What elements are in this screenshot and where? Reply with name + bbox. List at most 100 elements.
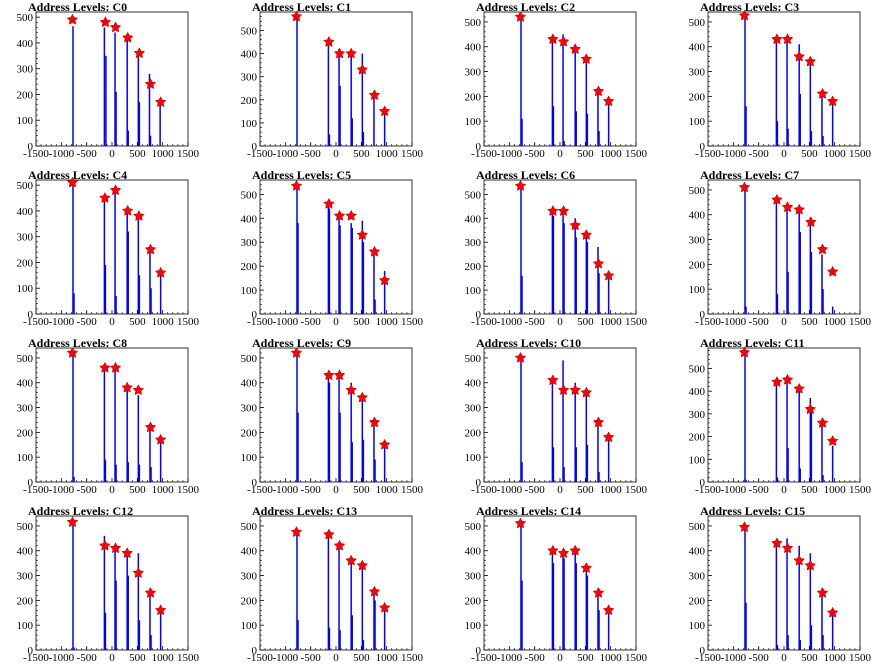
peak-star-marker-3 [345,384,357,396]
x-tick-label-4: 500 [577,148,594,160]
histogram-bar-5 [115,295,117,314]
histogram-bar-1 [745,106,747,146]
peak-star-marker-5 [816,586,829,598]
peak-star-marker-6 [378,438,391,450]
plot-frame [707,515,861,651]
histogram-bar-12 [159,437,162,482]
y-tick-label-2: 200 [17,427,34,439]
x-tick-label-0: -1500 [23,148,49,160]
y-tick-label-3: 300 [17,64,34,76]
histogram-bar-1 [521,580,523,650]
peak-star-marker-1 [771,193,783,205]
peak-star-marker-2 [781,373,794,385]
histogram-bar-4 [562,34,564,146]
peak-star-marker-3 [569,384,581,396]
histogram-bar-10 [821,425,823,482]
x-tick-label-2: -500 [77,316,98,328]
histogram-bar-5 [563,467,565,482]
x-tick-label-5: 1000 [824,148,847,160]
x-tick-label-3: 0 [109,148,115,160]
histogram-bar-3 [552,563,555,650]
x-tick-label-4: 500 [801,316,818,328]
histogram-bar-5 [115,580,117,650]
histogram-bar-4 [562,553,564,650]
x-tick-label-5: 1000 [376,316,399,328]
peak-star-marker-2 [781,201,794,213]
histogram-bar-2 [551,382,554,482]
peak-star-marker-3 [793,382,805,394]
histogram-bar-3 [776,477,779,482]
histogram-panel-11: Address Levels: C11 0 100 200 300 400 500 -1500… [689,336,872,496]
histogram-bar-3 [338,48,340,146]
x-tick-label-2: -500 [525,148,546,160]
x-tick-label-6: 1500 [625,652,648,664]
histogram-bar-3 [776,294,779,314]
histogram-panel-9: Address Levels: C90100200300400500-1500-… [241,336,424,496]
y-tick-label-2: 200 [465,91,482,103]
x-tick-label-4: 500 [353,484,370,496]
histogram-bar-3 [114,32,116,147]
peak-star-marker-5 [368,416,381,428]
y-tick-label-2: 200 [465,595,482,607]
y-tick-label-2: 200 [17,595,34,607]
plot-frame [707,11,861,147]
histogram-bar-1 [521,462,523,482]
peak-star-marker-4 [804,55,817,67]
histogram-bar-1 [745,479,747,482]
histogram-bar-8 [362,132,365,146]
y-tick-label-5: 500 [17,180,34,192]
plot-frame [483,347,637,483]
chart-title: Address Levels: C9 [252,336,351,350]
peak-star-marker-0 [738,521,751,533]
y-tick-label-3: 300 [465,67,482,79]
histogram-panel-15: Address Levels: C15 0 100 200 300 400 500 -1500… [689,504,872,664]
y-tick-label-0: 0 [700,309,706,321]
x-tick-label-2: -500 [77,652,98,664]
x-tick-label-0: -1500 [695,484,721,496]
x-tick-label-3: 0 [781,148,787,160]
peak-star-marker-4 [356,559,369,571]
x-tick-label-0: -1500 [471,484,497,496]
histogram-bar-0 [520,357,522,482]
histogram-bar-9 [138,620,141,650]
y-tick-label-2: 200 [241,261,258,273]
histogram-bar-11 [822,289,824,314]
x-tick-label-3: 0 [557,148,563,160]
y-tick-label-5: 500 [465,521,482,533]
chart-title: Address Levels: C3 [700,0,799,14]
y-tick-label-3: 300 [689,571,706,583]
y-tick-label-2: 200 [241,427,258,439]
x-tick-label-3: 0 [109,316,115,328]
x-tick-label-5: 1000 [600,484,623,496]
histogram-bar-4 [338,548,340,650]
histogram-bar-6 [574,382,576,482]
y-tick-label-1: 100 [241,452,258,464]
histogram-bar-2 [327,377,330,482]
y-tick-label-4: 400 [689,210,706,222]
histogram-bar-6 [574,553,576,650]
x-tick-label-5: 1000 [152,148,175,160]
histogram-bar-10 [149,249,151,314]
x-tick-label-2: -500 [525,652,546,664]
peak-star-marker-0 [66,13,79,25]
histogram-bar-9 [586,575,589,650]
x-tick-label-0: -1500 [23,484,49,496]
histogram-bar-3 [328,627,331,650]
histogram-bar-8 [809,397,812,482]
histogram-bar-4 [338,218,340,314]
histogram-bar-4 [786,538,788,650]
histogram-bar-1 [327,42,330,146]
plot-frame [707,179,861,315]
histogram-bar-2 [105,55,107,147]
histogram-bar-6 [350,558,352,650]
histogram-bar-9 [362,439,365,482]
histogram-bar-3 [552,106,555,146]
peak-star-marker-2 [781,33,794,45]
y-tick-label-1: 100 [465,620,482,632]
histogram-bar-4 [114,367,116,482]
histogram-bar-9 [148,73,151,146]
histogram-bar-3 [104,612,107,650]
peak-star-marker-5 [592,257,605,269]
histogram-bar-8 [138,102,141,146]
histogram-bar-8 [585,232,588,314]
